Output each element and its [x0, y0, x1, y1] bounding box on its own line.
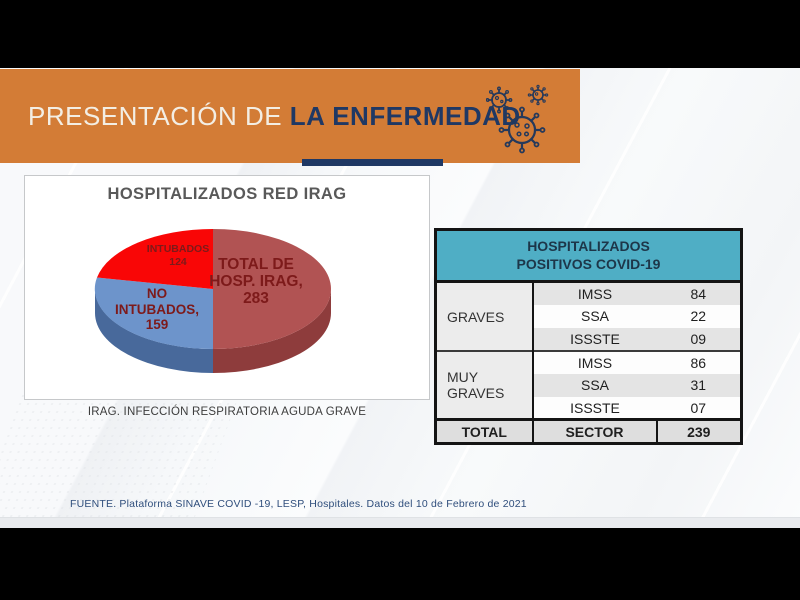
- group-label-graves: GRAVES: [435, 281, 534, 351]
- value-cell: 31: [656, 373, 742, 397]
- label-intubados-value: 124: [169, 256, 187, 268]
- pie-card: HOSPITALIZADOS RED IRAG INTUBADOS 124 TO…: [24, 175, 430, 400]
- accent-bar: [302, 159, 443, 166]
- value-cell: 07: [656, 396, 742, 420]
- pie-labels: INTUBADOS 124 TOTAL DE HOSP. IRAG, 283 N…: [115, 243, 303, 332]
- table-header-cell: HOSPITALIZADOS POSITIVOS COVID-19: [435, 229, 742, 284]
- pie-chart: INTUBADOS 124 TOTAL DE HOSP. IRAG, 283 N…: [94, 228, 331, 373]
- total-value-cell: 239: [655, 418, 742, 444]
- table-header-line1: HOSPITALIZADOS: [527, 238, 650, 254]
- virus-icon-small-right: [527, 84, 549, 106]
- agency-cell: IMSS: [532, 349, 657, 374]
- value-cell: 09: [656, 327, 742, 351]
- total-label-cell: TOTAL: [435, 418, 534, 444]
- slide-bottom-band: [0, 517, 800, 528]
- chart-caption: IRAG. INFECCIÓN RESPIRATORIA AGUDA GRAVE: [87, 406, 367, 418]
- pie-side-no-intubados: [95, 289, 213, 373]
- table-row: ISSSTE 09: [436, 327, 742, 351]
- agency-cell: ISSSTE: [532, 396, 657, 420]
- title-regular-part: PRESENTACIÓN DE: [28, 100, 290, 131]
- pie-slice-intubados: [97, 228, 213, 289]
- value-cell: 86: [656, 349, 742, 374]
- label-total-1: TOTAL DE: [218, 256, 294, 273]
- virus-icon-large: [498, 106, 546, 154]
- page-title: PRESENTACIÓN DE LA ENFERMEDAD: [28, 101, 521, 132]
- table-row: ISSSTE 07: [436, 396, 742, 420]
- virus-icon-small-left: [486, 86, 513, 114]
- virus-icons: [486, 84, 549, 154]
- top-letterbox: [0, 0, 800, 68]
- table-row: MUY GRAVES IMSS 86: [435, 349, 742, 420]
- agency-cell: ISSSTE: [532, 327, 657, 351]
- total-sector-cell: SECTOR: [532, 418, 657, 444]
- label-intubados: INTUBADOS: [147, 243, 209, 255]
- header-bar: PRESENTACIÓN DE LA ENFERMEDAD: [0, 69, 580, 163]
- table-row: GRAVES IMSS 84: [435, 281, 742, 351]
- table-total-row: TOTAL SECTOR 239: [435, 418, 742, 444]
- label-no-intubados-1: NO: [147, 286, 167, 301]
- pie-side-total: [213, 289, 331, 373]
- table-row: SSA 22: [436, 304, 742, 328]
- table-header-line2: POSITIVOS COVID-19: [516, 256, 661, 273]
- pie-slice-total: [213, 229, 331, 349]
- value-cell: 22: [656, 304, 742, 328]
- pie-slice-no-intubados: [94, 277, 213, 350]
- value-cell: 84: [656, 281, 742, 305]
- label-no-intubados-2: INTUBADOS,: [115, 302, 199, 317]
- label-total-2: HOSP. IRAG,: [209, 273, 303, 290]
- table-row: SSA 31: [436, 373, 742, 397]
- label-total-value: 283: [243, 290, 269, 307]
- title-bold-part: LA ENFERMEDAD: [289, 100, 521, 131]
- presentation-slide: PRESENTACIÓN DE LA ENFERMEDAD: [0, 68, 800, 528]
- agency-cell: IMSS: [532, 281, 657, 305]
- agency-cell: SSA: [532, 373, 657, 397]
- table-header-row: HOSPITALIZADOS POSITIVOS COVID-19: [435, 229, 742, 284]
- label-no-intubados-value: 159: [146, 317, 169, 332]
- footer-source: FUENTE. Plataforma SINAVE COVID -19, LES…: [70, 498, 527, 510]
- pie-chart-title: HOSPITALIZADOS RED IRAG: [107, 185, 347, 203]
- hospitalized-table: HOSPITALIZADOS POSITIVOS COVID-19 GRAVES…: [434, 228, 744, 446]
- agency-cell: SSA: [532, 304, 657, 328]
- group-label-muy-graves: MUY GRAVES: [435, 349, 534, 420]
- bottom-letterbox: [0, 528, 800, 600]
